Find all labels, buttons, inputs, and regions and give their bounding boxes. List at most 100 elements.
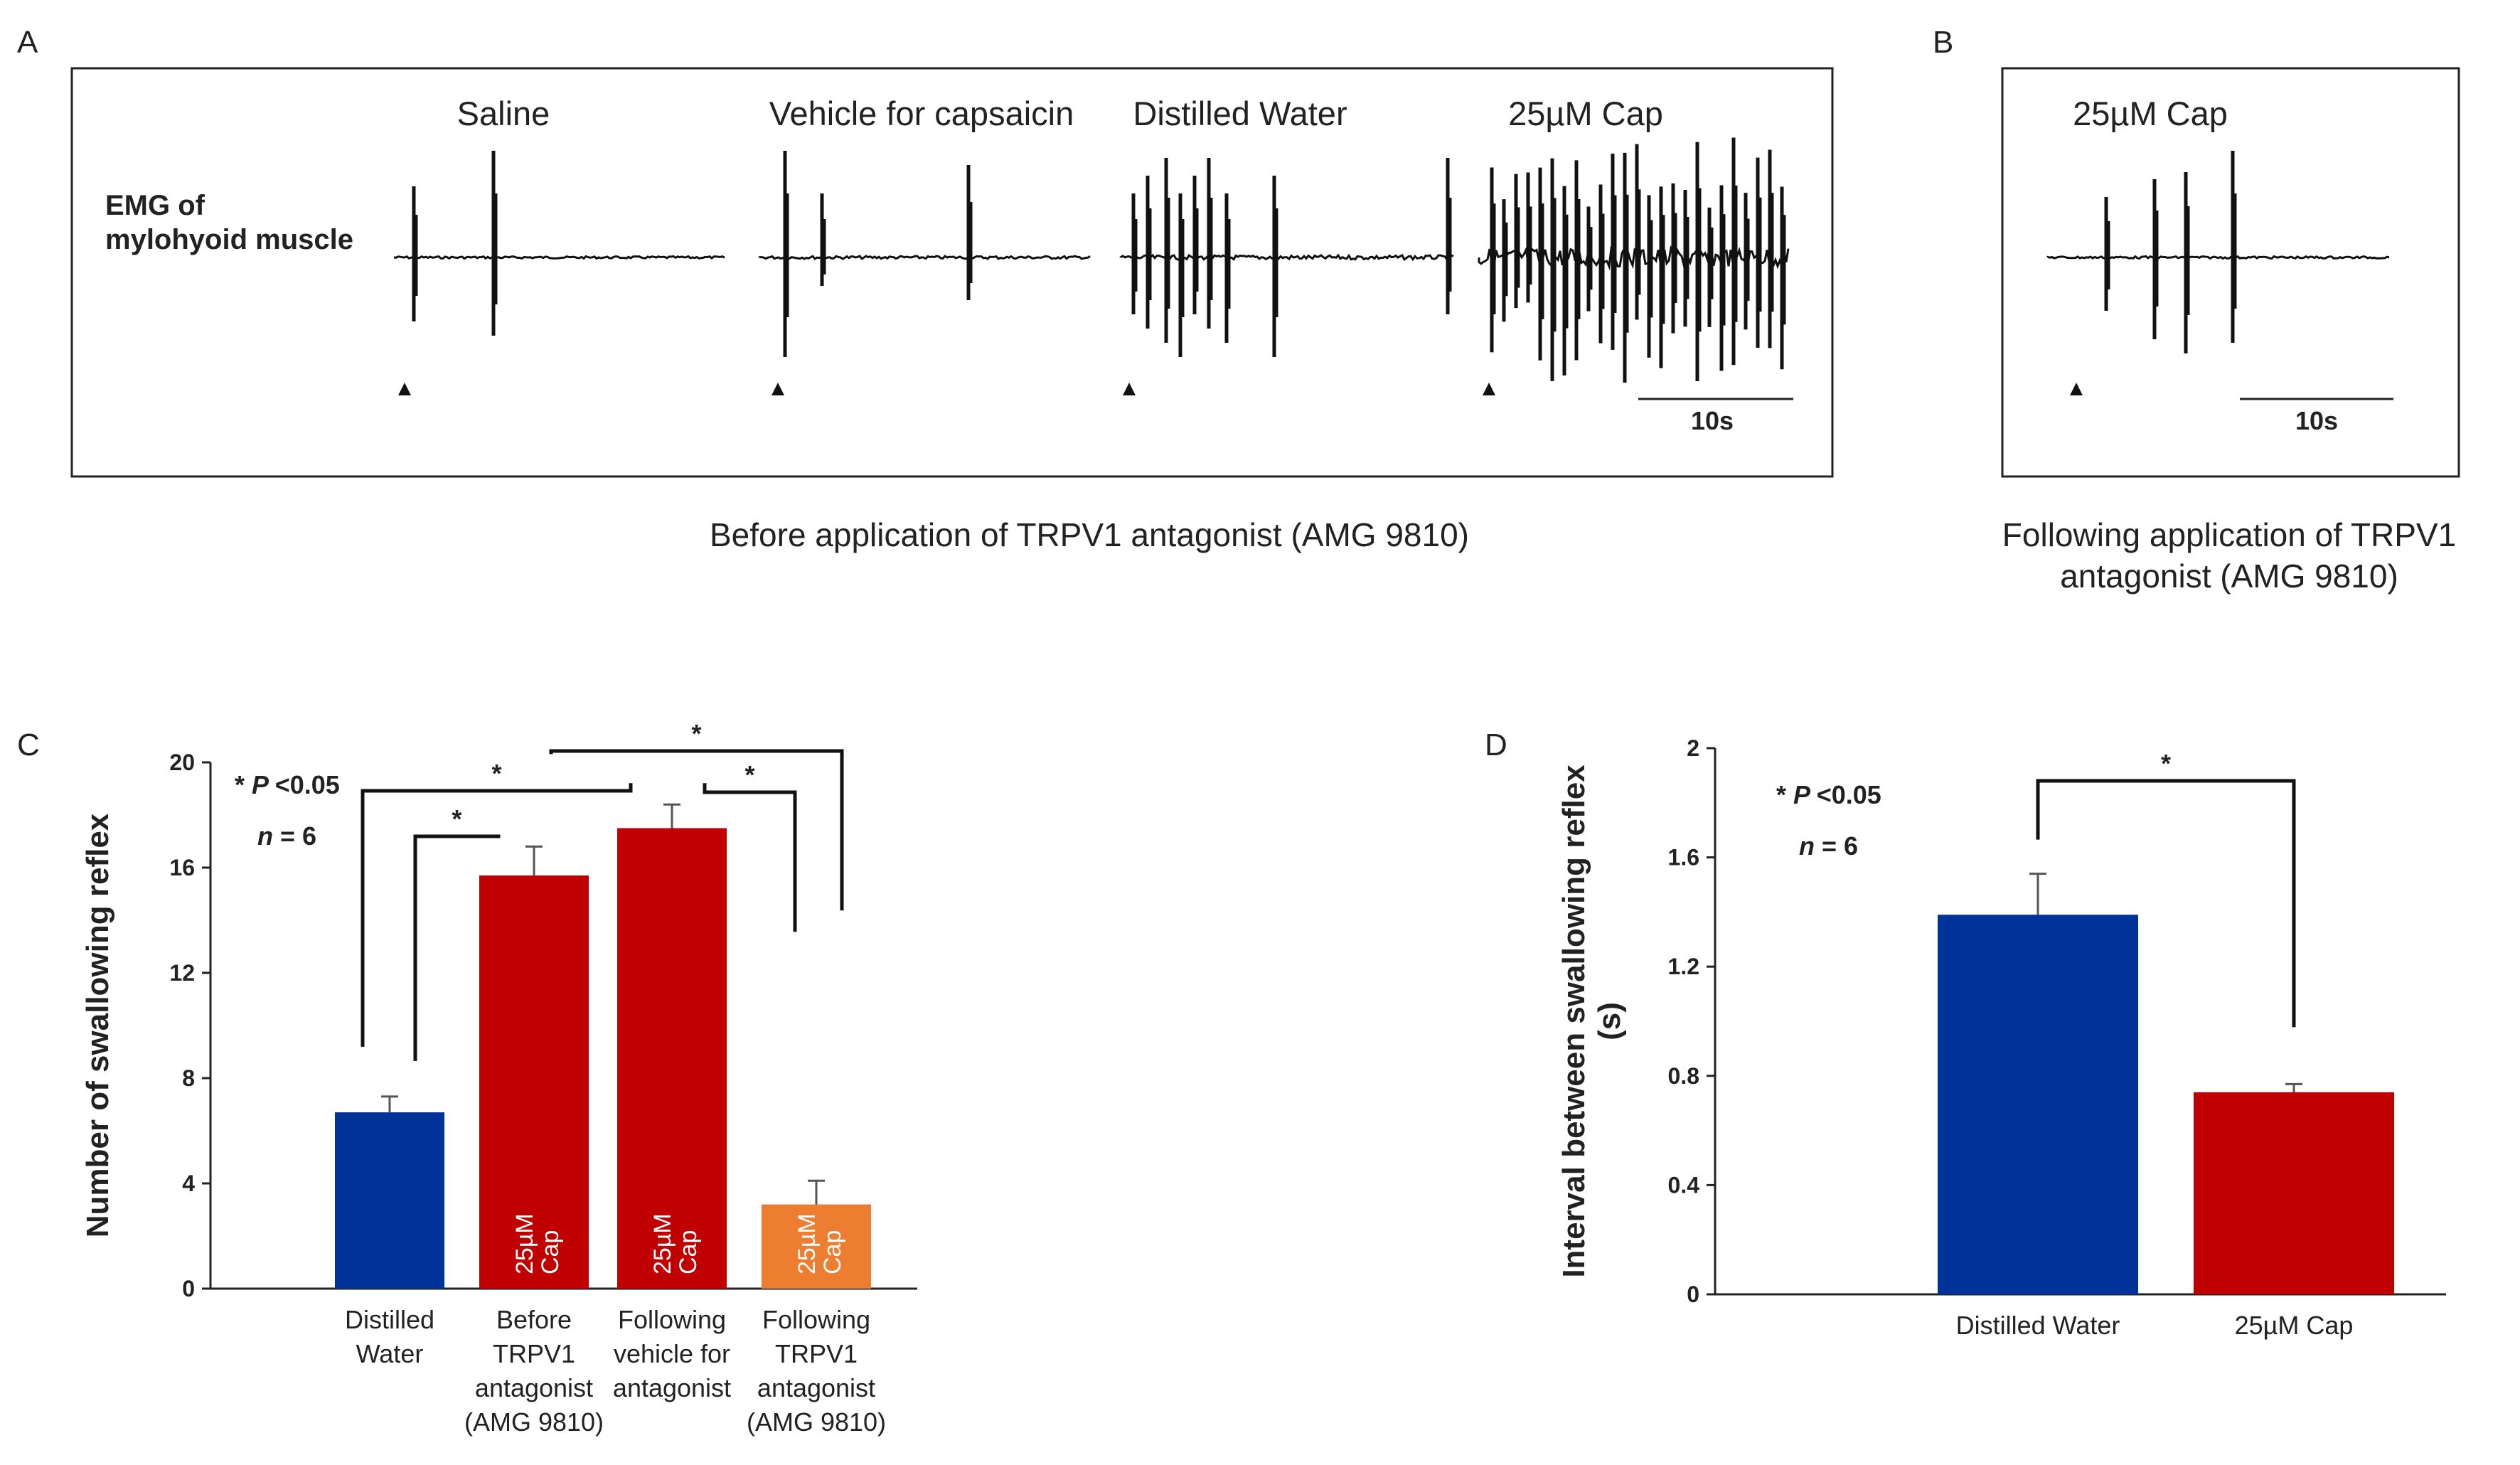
bar [1938,915,2138,1294]
emg-traces-a [393,137,1790,395]
x-tick-label: Before [496,1305,572,1334]
panel-letter-d: D [1485,728,1507,762]
significance-bracket [549,749,844,911]
bar-inner-label: 25µMCap [794,1213,846,1274]
x-tick-label: antagonist [757,1373,875,1402]
sample-size-part: n [1799,831,1822,861]
stimulus-marker [772,383,784,395]
trace-vehicle-baseline [758,255,1091,260]
emg-panel-b-frame [2001,67,2460,478]
y-tick-label: 20 [169,750,195,775]
y-tick-label: 0.4 [1668,1172,1700,1198]
emg-channel-label: EMG of [105,190,205,221]
bar-inner-label-line: 25µM [794,1213,821,1274]
y-tick-label: 1.2 [1668,954,1699,979]
x-tick-label: Following [618,1305,726,1334]
y-tick-label: 8 [182,1065,195,1091]
y-tick-label: 2 [1687,735,1699,761]
panel-letter-a: A [17,25,38,60]
significance-star: * [744,760,754,789]
significance-bracket [2036,779,2296,1028]
y-tick-label: 12 [169,960,195,986]
caption-panel-b-line1: Following application of TRPV1 [2002,516,2456,553]
y-axis-title: Number of swallowing reflex [80,813,115,1237]
x-tick-label: Following [762,1305,870,1334]
condition-label-saline: Saline [457,95,550,132]
panel-letter-c: C [17,728,40,762]
stimulus-marker [1483,383,1495,395]
bar [2194,1092,2394,1294]
sample-size: n = 6 [257,821,316,851]
x-tick-label: antagonist [475,1373,593,1402]
bar-inner-label-line: 25µM [649,1213,676,1274]
significance-bracket [703,783,797,932]
x-tick-label: 25µM Cap [2235,1311,2354,1340]
x-tick-label: antagonist [613,1373,731,1402]
significance-star: * [2161,749,2171,778]
scale-bar-label-a: 10s [1691,406,1734,435]
bar [479,875,589,1289]
stimulus-marker [2070,383,2083,395]
stimulus-marker [1123,383,1136,395]
sample-size-part: n [257,821,280,851]
y-tick-label: 0 [182,1276,195,1301]
sample-size: n = 6 [1799,831,1858,861]
bar-inner-label-line: Cap [819,1230,846,1274]
x-tick-label: vehicle for [614,1339,730,1368]
x-tick-label: TRPV1 [493,1339,575,1368]
sample-size-part: = 6 [1822,831,1858,861]
x-tick-label: Distilled [345,1305,434,1334]
significance-legend-part: P [252,770,275,799]
significance-star: * [491,759,501,788]
condition-label-distilled-water: Distilled Water [1133,95,1347,132]
condition-label-vehicle: Vehicle for capsaicin [769,95,1074,132]
y-tick-label: 0.8 [1668,1063,1699,1089]
significance-bracket [413,834,501,1061]
bar [617,828,727,1289]
significance-legend: * P <0.05 [1776,780,1881,809]
y-tick-label: 16 [169,855,195,880]
significance-legend-part: <0.05 [275,770,340,799]
chart-d: 0 0.4 0.8 1.2 1.6 2 Interval between swallowin… [1557,735,2446,1340]
significance-legend-part: * [1776,780,1793,809]
significance-legend-part: P [1793,780,1817,809]
emg-channel-label-2: mylohyoid muscle [105,224,353,255]
x-tick-label: TRPV1 [775,1339,858,1368]
emg-traces-b [2046,151,2390,395]
y-axis-title-line: (s) [1592,1002,1627,1040]
y-tick-label: 0 [1687,1282,1699,1307]
bar-inner-label-line: Cap [537,1230,564,1274]
stimulus-marker [398,383,411,395]
x-tick-label: Water [356,1339,424,1368]
x-tick-label: Distilled Water [1956,1311,2120,1340]
x-tick-label: (AMG 9810) [464,1407,604,1437]
bar-inner-label: 25µMCap [511,1213,564,1274]
significance-star: * [452,804,461,833]
significance-legend: * P <0.05 [235,770,340,799]
chart-c: 0 4 8 12 16 20 Number of swallowing reflex Dist… [80,719,917,1437]
caption-panel-a: Before application of TRPV1 antagonist (… [710,516,1469,553]
condition-label-cap-b: 25µM Cap [2073,95,2228,132]
sample-size-part: = 6 [280,821,316,851]
bar [335,1112,444,1289]
emg-panel-a-frame [70,67,1834,478]
caption-panel-b-line2: antagonist (AMG 9810) [2060,558,2398,595]
bar-inner-label-line: 25µM [511,1213,538,1274]
significance-legend-part: * [235,770,252,799]
trace-distilled-water-baseline [1119,253,1454,262]
trace-saline-baseline [393,255,725,260]
x-tick-label: (AMG 9810) [747,1407,886,1437]
panel-letter-b: B [1933,25,1953,60]
significance-star: * [691,719,701,748]
trace-cap-b-baseline [2046,255,2390,260]
bar-inner-label-line: Cap [675,1230,702,1274]
trace-cap-baseline [1478,245,1790,271]
y-axis-title: Interval between swallowing reflex(s) [1557,765,1627,1278]
bar [762,1204,871,1289]
significance-bracket [361,783,633,1047]
bar-inner-label: 25µMCap [649,1213,702,1274]
condition-label-cap: 25µM Cap [1508,95,1663,132]
y-tick-label: 1.6 [1668,845,1699,870]
significance-legend-part: <0.05 [1817,780,1881,809]
